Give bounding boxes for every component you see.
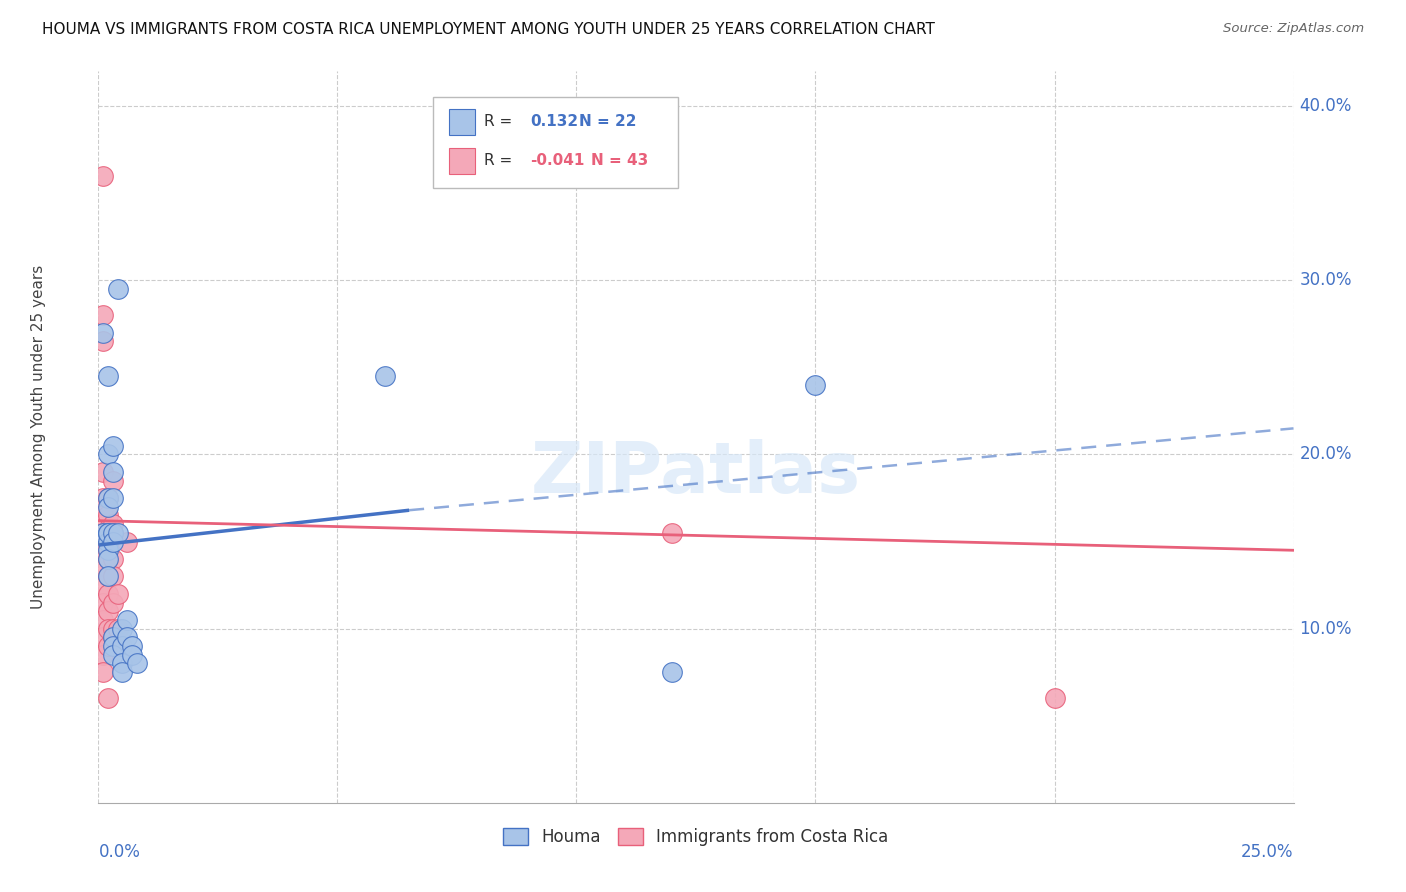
Point: [101, 534, 124, 549]
Point: [97, 525, 120, 540]
Point: [101, 639, 124, 653]
Text: R =: R =: [485, 153, 513, 168]
Text: Unemployment Among Youth under 25 years: Unemployment Among Youth under 25 years: [31, 265, 46, 609]
Point: [91, 334, 114, 349]
Point: [91, 491, 114, 505]
Point: [101, 517, 124, 532]
Point: [115, 631, 138, 645]
Point: [97, 604, 120, 618]
Point: [91, 534, 114, 549]
Point: [91, 308, 114, 322]
Point: [97, 534, 120, 549]
Point: [91, 326, 114, 340]
Point: [107, 282, 129, 296]
Point: [97, 622, 120, 636]
Point: [101, 474, 124, 488]
Point: [91, 648, 114, 662]
Point: [97, 587, 120, 601]
Point: [97, 491, 120, 505]
Point: [101, 525, 124, 540]
Point: [111, 665, 134, 680]
Point: [101, 465, 124, 479]
Point: [101, 631, 124, 645]
Point: [101, 595, 124, 609]
Point: [91, 525, 114, 540]
Point: [91, 613, 114, 627]
Point: [1043, 691, 1066, 706]
Point: [97, 491, 120, 505]
Point: [101, 525, 124, 540]
Point: [91, 525, 114, 540]
FancyBboxPatch shape: [449, 148, 475, 174]
Point: [97, 552, 120, 566]
Point: [121, 639, 143, 653]
Text: N = 22: N = 22: [579, 114, 637, 129]
Point: [101, 622, 124, 636]
Point: [121, 648, 143, 662]
Point: [107, 525, 129, 540]
Text: 20.0%: 20.0%: [1299, 445, 1353, 464]
Point: [97, 448, 120, 462]
Text: 40.0%: 40.0%: [1299, 97, 1353, 115]
Point: [91, 631, 114, 645]
Text: 0.132: 0.132: [530, 114, 578, 129]
Point: [101, 552, 124, 566]
Point: [107, 587, 129, 601]
Point: [91, 665, 114, 680]
Point: [97, 552, 120, 566]
Point: [97, 639, 120, 653]
Point: [101, 569, 124, 583]
Point: [91, 543, 114, 558]
Point: [91, 517, 114, 532]
Point: [97, 369, 120, 384]
Point: [97, 569, 120, 583]
Point: [101, 631, 124, 645]
Point: [101, 648, 124, 662]
Text: 25.0%: 25.0%: [1241, 843, 1294, 861]
Text: 10.0%: 10.0%: [1299, 620, 1353, 638]
Point: [97, 569, 120, 583]
Point: [111, 639, 134, 653]
Point: [97, 543, 120, 558]
Point: [111, 657, 134, 671]
Point: [97, 508, 120, 523]
Point: [804, 377, 827, 392]
Text: 30.0%: 30.0%: [1299, 271, 1353, 289]
Point: [91, 560, 114, 574]
Text: ZIPatlas: ZIPatlas: [531, 439, 860, 508]
Text: HOUMA VS IMMIGRANTS FROM COSTA RICA UNEMPLOYMENT AMONG YOUTH UNDER 25 YEARS CORR: HOUMA VS IMMIGRANTS FROM COSTA RICA UNEM…: [42, 22, 935, 37]
Point: [91, 578, 114, 592]
Text: -0.041: -0.041: [530, 153, 585, 168]
Point: [97, 500, 120, 514]
Text: Source: ZipAtlas.com: Source: ZipAtlas.com: [1223, 22, 1364, 36]
Point: [97, 525, 120, 540]
Legend: Houma, Immigrants from Costa Rica: Houma, Immigrants from Costa Rica: [496, 822, 896, 853]
Point: [97, 534, 120, 549]
Point: [374, 369, 396, 384]
Point: [91, 508, 114, 523]
Point: [115, 613, 138, 627]
Point: [101, 491, 124, 505]
Point: [101, 439, 124, 453]
Point: [661, 525, 683, 540]
Point: [97, 543, 120, 558]
Point: [107, 622, 129, 636]
Point: [91, 595, 114, 609]
Point: [97, 525, 120, 540]
Text: N = 43: N = 43: [591, 153, 648, 168]
FancyBboxPatch shape: [433, 97, 678, 188]
Point: [111, 622, 134, 636]
Point: [91, 465, 114, 479]
Point: [125, 657, 148, 671]
Point: [91, 500, 114, 514]
Text: R =: R =: [485, 114, 513, 129]
Point: [91, 169, 114, 183]
Point: [97, 691, 120, 706]
FancyBboxPatch shape: [449, 110, 475, 135]
Point: [661, 665, 683, 680]
Text: 0.0%: 0.0%: [98, 843, 141, 861]
Point: [115, 534, 138, 549]
